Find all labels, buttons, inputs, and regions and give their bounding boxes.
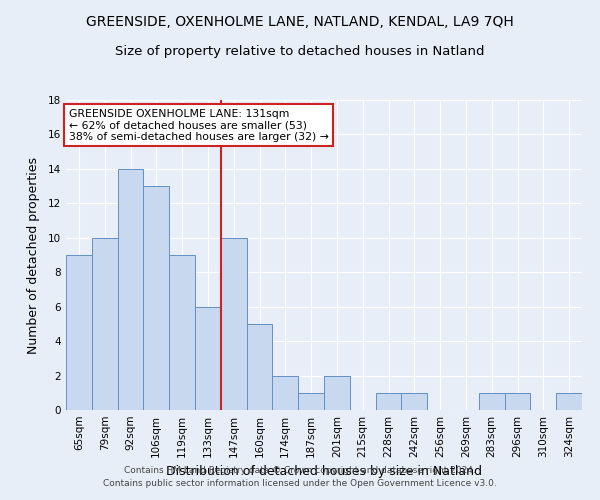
Bar (505, 393, 530, 410)
Bar (92, 238, 118, 410)
Bar (556, 393, 582, 410)
Bar (247, 324, 272, 410)
Bar (272, 376, 298, 410)
Text: Contains HM Land Registry data © Crown copyright and database right 2024.
Contai: Contains HM Land Registry data © Crown c… (103, 466, 497, 487)
Text: GREENSIDE, OXENHOLME LANE, NATLAND, KENDAL, LA9 7QH: GREENSIDE, OXENHOLME LANE, NATLAND, KEND… (86, 15, 514, 29)
Bar (143, 186, 169, 410)
Bar (376, 393, 401, 410)
Bar (169, 255, 195, 410)
Bar (66, 255, 92, 410)
X-axis label: Distribution of detached houses by size in Natland: Distribution of detached houses by size … (166, 466, 482, 478)
Bar (479, 393, 505, 410)
Bar (298, 393, 324, 410)
Text: GREENSIDE OXENHOLME LANE: 131sqm
← 62% of detached houses are smaller (53)
38% o: GREENSIDE OXENHOLME LANE: 131sqm ← 62% o… (68, 108, 328, 142)
Bar (324, 376, 350, 410)
Bar (118, 169, 143, 410)
Bar (195, 306, 221, 410)
Bar (221, 238, 247, 410)
Bar (401, 393, 427, 410)
Y-axis label: Number of detached properties: Number of detached properties (26, 156, 40, 354)
Text: Size of property relative to detached houses in Natland: Size of property relative to detached ho… (115, 45, 485, 58)
